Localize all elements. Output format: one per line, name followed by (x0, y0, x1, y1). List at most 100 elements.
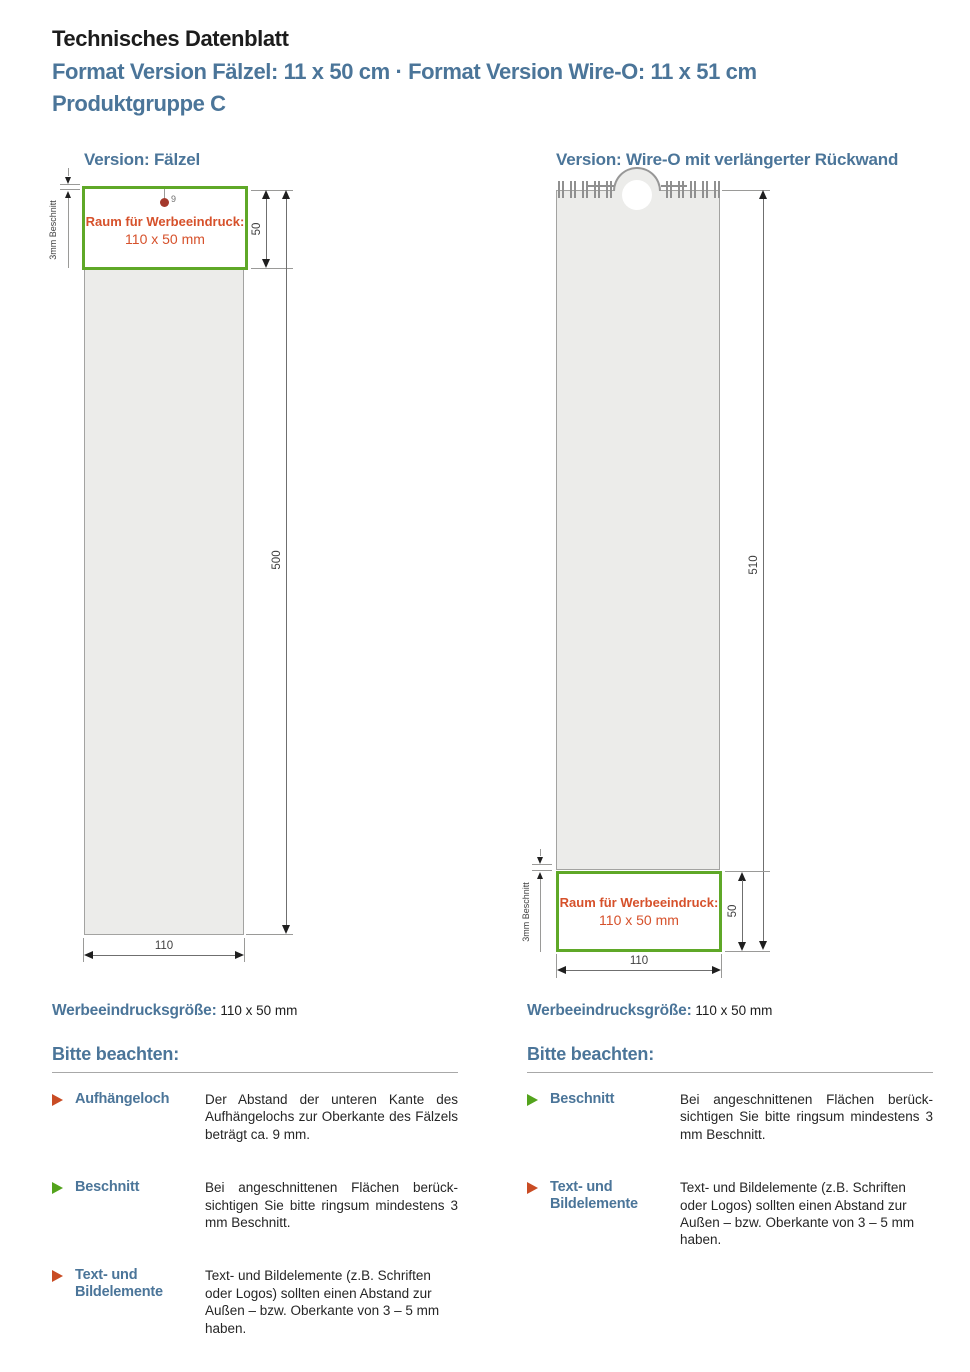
right-size-label: Werbeeindrucksgröße: (527, 1002, 692, 1019)
triangle-bullet-icon (52, 1094, 63, 1106)
left-dim110-tick-right (244, 938, 245, 962)
left-calendar-body (84, 269, 244, 935)
right-ext-top (722, 190, 770, 191)
left-bleed-label: 3mm Beschnitt (48, 200, 58, 260)
right-ad-area-size: 110 x 50 mm (599, 912, 679, 928)
hanger-hole (622, 180, 652, 210)
right-ext-adtop (725, 871, 770, 872)
triangle-bullet-icon (52, 1182, 63, 1195)
note-item-label: Text- und Bildelemente (550, 1179, 638, 1213)
left-dim500-arrow-down-icon (282, 925, 290, 934)
right-dim50-arrow-down-icon (738, 942, 746, 951)
left-dim110-line (93, 955, 235, 956)
left-bleed-tick-top (60, 184, 80, 185)
wire-loop-icon (570, 181, 576, 198)
left-size-value: 110 x 50 mm (220, 1003, 298, 1018)
right-dim510-line (763, 199, 764, 941)
right-note-rule (527, 1072, 933, 1073)
hang-hole-dot-icon (160, 198, 169, 207)
right-diagram-heading: Version: Wire-O mit verlängerter Rückwan… (556, 150, 899, 169)
note-item-aufhaengeloch: Aufhängeloch Der Abstand der unteren Kan… (52, 1091, 458, 1143)
right-bleed-label: 3mm Beschnitt (521, 882, 531, 942)
wire-loop-icon (690, 181, 696, 198)
right-bleed-tick-top (532, 864, 552, 865)
right-dim110-arrow-left-icon (557, 966, 566, 974)
right-ad-area-title: Raum für Werbeeindruck: (559, 895, 719, 910)
notes-right-column: Werbeeindrucksgröße: 110 x 50 mm Bitte b… (527, 1002, 933, 1285)
format-subtitle: Format Version Fälzel: 11 x 50 cm · Form… (52, 59, 757, 84)
left-dim50-arrow-down-icon (262, 259, 270, 268)
right-bleed-tick-bottom (532, 870, 552, 871)
left-dim500-line (286, 199, 287, 926)
product-group-subtitle: Produktgruppe C (52, 91, 226, 116)
right-dim50-arrow-up-icon (738, 872, 746, 881)
right-bleed-arrow-up-icon (537, 872, 543, 879)
note-item-text: Bei angeschnittenen Flächen berück­sicht… (680, 1092, 933, 1142)
right-dim50-line (742, 880, 743, 943)
note-item-label: Beschnitt (75, 1179, 140, 1196)
right-ext-adbottom (725, 951, 770, 952)
note-item-text-bildelemente: Text- und Bildelemente Text- und Bildele… (52, 1267, 458, 1337)
note-item-text: Text- und Bildelemente (z.B. Schriften o… (680, 1180, 915, 1248)
left-dim50-line (266, 199, 267, 259)
left-note-heading: Bitte beachten: (52, 1044, 180, 1064)
note-item-text: Text- und Bildelemente (z.B. Schriften o… (205, 1268, 440, 1336)
note-item-text: Bei angeschnittenen Flächen berück­sicht… (205, 1180, 458, 1231)
right-dim110-line (566, 970, 712, 971)
wire-loop-icon (714, 181, 720, 198)
left-diagram-heading: Version: Fälzel (84, 150, 201, 169)
wire-loop-icon (678, 181, 684, 198)
page-title: Technisches Datenblatt (52, 26, 289, 51)
right-dim50-label: 50 (727, 904, 739, 918)
left-note-rule (52, 1072, 458, 1073)
right-note-heading: Bitte beachten: (527, 1044, 655, 1064)
wire-loop-icon (582, 181, 588, 198)
left-ext-bottom (246, 934, 293, 935)
left-bleed-arrow-down-icon (65, 177, 71, 184)
right-dim110-tick-right (721, 954, 722, 978)
right-dim510-arrow-up-icon (759, 190, 767, 199)
left-dim500-label: 500 (271, 540, 283, 580)
wire-bar-left (588, 185, 614, 187)
left-ext-top (251, 190, 293, 191)
left-dim50-arrow-up-icon (262, 190, 270, 199)
left-bleed-tick-bottom (60, 189, 80, 190)
note-item-label: Aufhängeloch (75, 1091, 170, 1107)
right-dim110-tick-left (556, 954, 557, 978)
left-dim110-label: 110 (154, 940, 174, 952)
wire-loop-icon (666, 181, 672, 198)
left-dim500-arrow-up-icon (282, 190, 290, 199)
right-dim510-label: 510 (748, 545, 760, 585)
hole-leader-line (164, 189, 165, 199)
note-item-label: Text- und Bildelemente (75, 1267, 163, 1301)
wire-o-binding (556, 181, 720, 201)
left-dim110-tick-left (83, 938, 84, 962)
left-size-label: Werbeeindrucksgröße: (52, 1002, 217, 1019)
left-dim110-arrow-right-icon (235, 951, 244, 959)
wire-bar-right (661, 185, 687, 187)
wire-loop-icon (594, 181, 600, 198)
left-dim110-arrow-left-icon (84, 951, 93, 959)
note-item-beschnitt: Beschnitt Bei angeschnittenen Flächen be… (527, 1091, 933, 1143)
left-dim50-label: 50 (251, 222, 263, 236)
right-size-value: 110 x 50 mm (695, 1003, 773, 1018)
right-dim110-label: 110 (629, 955, 649, 967)
triangle-bullet-icon (52, 1270, 63, 1283)
right-bleed-arrow-down-icon (537, 857, 543, 864)
left-bleed-arrow-up-icon (65, 191, 71, 198)
triangle-bullet-icon (527, 1094, 538, 1106)
wire-loop-icon (558, 181, 564, 198)
right-dim510-arrow-down-icon (759, 941, 767, 950)
left-bleed-line (68, 198, 69, 268)
triangle-bullet-icon (527, 1182, 538, 1195)
left-size-line: Werbeeindrucksgröße: 110 x 50 mm (52, 1002, 458, 1020)
wire-loop-icon (702, 181, 708, 198)
right-bleed-line (540, 879, 541, 952)
left-ad-area-title: Raum für Werbeeindruck: (85, 214, 245, 229)
wire-loop-icon (606, 181, 612, 198)
right-dim110-arrow-right-icon (712, 966, 721, 974)
note-item-beschnitt: Beschnitt Bei angeschnittenen Flächen be… (52, 1179, 458, 1231)
left-ad-area-size: 110 x 50 mm (125, 231, 205, 247)
note-item-text-bildelemente: Text- und Bildelemente Text- und Bildele… (527, 1179, 933, 1249)
